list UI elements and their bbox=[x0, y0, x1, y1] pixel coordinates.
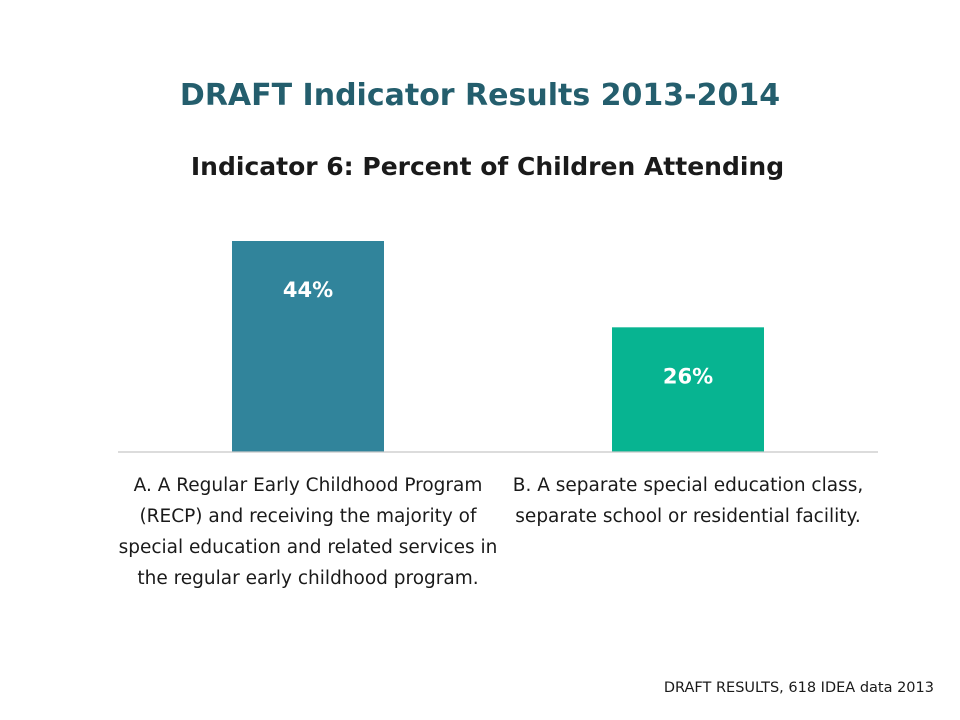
chart-subtitle: Indicator 6: Percent of Children Attendi… bbox=[190, 152, 785, 181]
data-label-b: 26% bbox=[663, 364, 713, 388]
bar-b bbox=[612, 327, 764, 452]
category-label-a: A. A Regular Early Childhood Program (RE… bbox=[118, 475, 498, 589]
footer-source-note: DRAFT RESULTS, 618 IDEA data 2013 bbox=[663, 680, 934, 696]
bar-a bbox=[232, 241, 384, 452]
page-title: DRAFT Indicator Results 2013-2014 bbox=[179, 78, 781, 113]
category-label-b: B. A separate special education class, s… bbox=[512, 475, 864, 527]
data-label-a: 44% bbox=[283, 278, 333, 302]
